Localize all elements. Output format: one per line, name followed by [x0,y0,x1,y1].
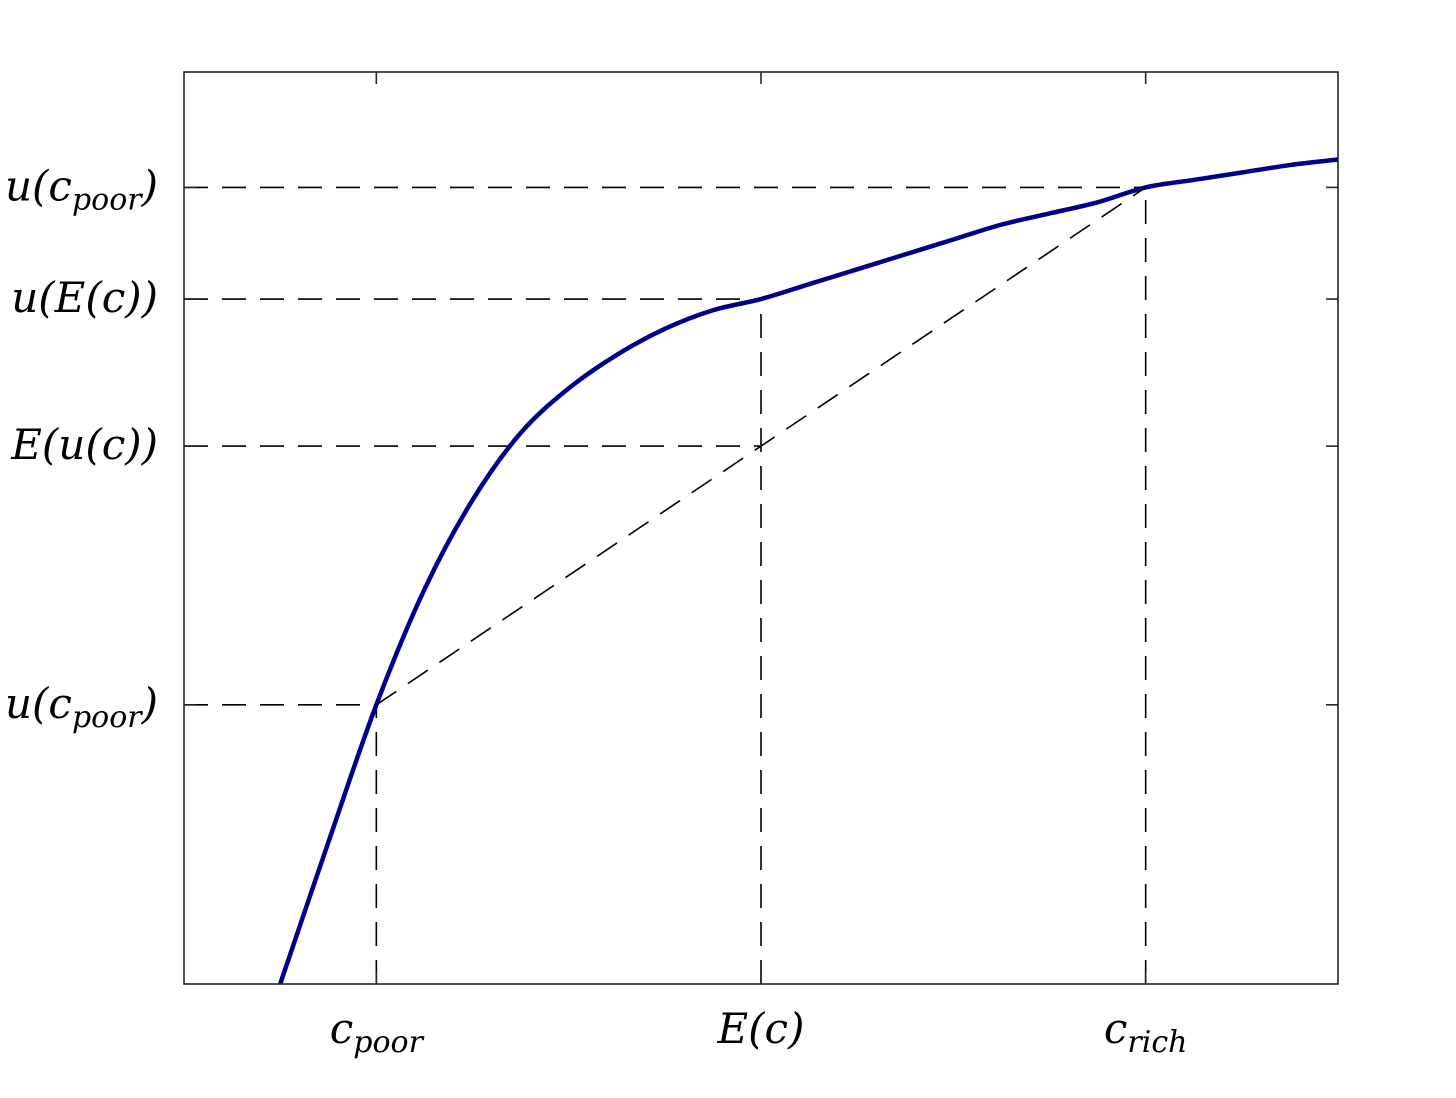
ticks-layer [184,72,1338,984]
y-tick-label-3: u(cpoor) [5,679,158,735]
series-layer [278,157,1339,985]
x-tick-label-0: cpoor [330,1004,425,1060]
tick-labels: cpoor E(c) crich u(cpoor) u(E(c)) E(u(c)) u(cp… [5,161,1187,1060]
utility-curve [278,157,1339,985]
chord-line [375,186,1147,706]
y-tick-label-0: u(cpoor) [5,161,158,217]
x-tick-label-2: crich [1104,1004,1188,1060]
reference-lines [184,186,1147,984]
y-tick-label-1: u(E(c)) [11,273,158,322]
y-tick-label-2: E(u(c)) [10,420,158,469]
x-tick-label-1: E(c) [717,1004,805,1053]
